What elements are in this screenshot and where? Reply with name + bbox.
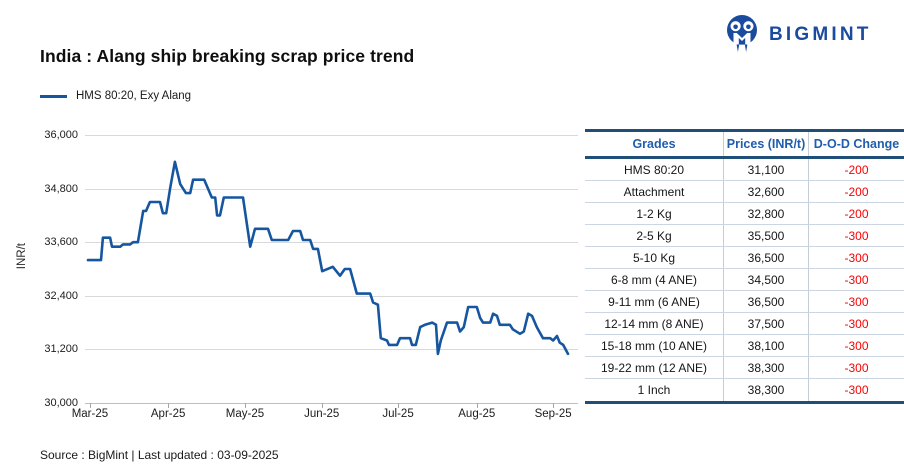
grade-cell: 1 Inch — [637, 383, 671, 397]
table-row: 15-18 mm (10 ANE) 38,100 -300 — [585, 335, 904, 357]
x-tick-mark — [476, 403, 478, 408]
change-cell: -300 — [808, 225, 904, 246]
change-cell: -300 — [808, 247, 904, 268]
grade-cell: 1-2 Kg — [636, 206, 672, 221]
grade-cell: 19-22 mm (12 ANE) — [600, 360, 708, 375]
change-cell: -300 — [808, 269, 904, 290]
table-row: 12-14 mm (8 ANE) 37,500 -300 — [585, 313, 904, 335]
y-tick-label: 30,000 — [44, 397, 78, 409]
price-cell: 38,300 — [723, 379, 808, 401]
chart-legend: HMS 80:20, Exy Alang — [40, 90, 191, 102]
x-tick-mark — [244, 403, 246, 408]
change-cell: -200 — [808, 181, 904, 202]
price-cell: 32,600 — [723, 181, 808, 202]
price-cell: 35,500 — [723, 225, 808, 246]
y-tick-label: 34,800 — [44, 182, 78, 195]
x-tick-label: Aug-25 — [458, 408, 496, 420]
table-row: Attachment 32,600 -200 — [585, 181, 904, 203]
price-cell: 31,100 — [723, 159, 808, 180]
price-trend-line — [86, 160, 570, 356]
price-cell: 38,100 — [723, 335, 808, 356]
change-cell: -300 — [808, 379, 904, 401]
legend-line-swatch — [40, 94, 67, 98]
table-header-row: Grades Prices (INR/t) D-O-D Change — [585, 132, 904, 159]
table-row: 19-22 mm (12 ANE) 38,300 -300 — [585, 357, 904, 379]
grade-cell: 9-11 mm (6 ANE) — [608, 294, 700, 309]
x-tick-label: May-25 — [225, 408, 265, 420]
table-body: HMS 80:20 31,100 -200 Attachment 32,600 -200 1… — [585, 159, 904, 401]
table-row: HMS 80:20 31,100 -200 — [585, 159, 904, 181]
grade-cell: 5-10 Kg — [632, 250, 676, 265]
price-cell: 34,500 — [723, 269, 808, 290]
price-cell: 32,800 — [723, 203, 808, 224]
change-cell: -300 — [808, 357, 904, 378]
table-row: 2-5 Kg 35,500 -300 — [585, 225, 904, 247]
y-tick-label: 32,400 — [44, 289, 78, 302]
logo-wordmark: BIGMINT — [769, 24, 872, 45]
gridline — [85, 135, 578, 136]
y-tick-label: 33,600 — [44, 236, 78, 249]
grade-cell: 15-18 mm (10 ANE) — [600, 338, 708, 353]
price-cell: 36,500 — [723, 291, 808, 312]
grade-cell: Attachment — [623, 184, 685, 199]
price-cell: 38,300 — [723, 357, 808, 378]
legend-series-label: HMS 80:20, Exy Alang — [76, 90, 192, 102]
x-tick-mark — [168, 403, 170, 408]
grade-cell: 12-14 mm (8 ANE) — [604, 316, 704, 331]
table-row: 5-10 Kg 36,500 -300 — [585, 247, 904, 269]
x-tick-mark — [553, 403, 555, 408]
bigmint-logo: BIGMINT — [724, 14, 872, 56]
grade-cell: 6-8 mm (4 ANE) — [610, 272, 697, 287]
price-cell: 36,500 — [723, 247, 808, 268]
table-row: 6-8 mm (4 ANE) 34,500 -300 — [585, 269, 904, 291]
x-tick-label: Sep-25 — [534, 408, 572, 420]
change-cell: -300 — [808, 291, 904, 312]
grade-cell: 2-5 Kg — [636, 228, 672, 243]
gridline — [85, 349, 578, 351]
price-cell: 37,500 — [723, 313, 808, 334]
column-header-grades: Grades — [632, 137, 676, 151]
grade-price-table: Grades Prices (INR/t) D-O-D Change HMS 8… — [585, 129, 904, 404]
y-tick-label: 36,000 — [44, 129, 78, 141]
x-tick-label: Apr-25 — [150, 408, 186, 420]
source-footer: Source : BigMint | Last updated : 03-09-… — [40, 448, 279, 462]
x-tick-mark — [398, 403, 400, 408]
gridline — [85, 188, 578, 190]
change-cell: -300 — [808, 313, 904, 334]
table-row: 1-2 Kg 32,800 -200 — [585, 203, 904, 225]
column-header-change: D-O-D Change — [808, 132, 904, 156]
x-tick-label: Jul-25 — [382, 408, 414, 420]
gridline — [85, 295, 578, 297]
table-row: 9-11 mm (6 ANE) 36,500 -300 — [585, 291, 904, 313]
change-cell: -300 — [808, 335, 904, 356]
change-cell: -200 — [808, 203, 904, 224]
y-tick-label: 31,200 — [44, 343, 78, 356]
x-tick-mark — [89, 403, 91, 408]
bigmint-owl-icon — [727, 15, 757, 52]
trend-line-plot — [86, 160, 570, 356]
change-cell: -200 — [808, 159, 904, 180]
gridline — [85, 403, 578, 404]
grade-cell: HMS 80:20 — [623, 162, 685, 177]
x-tick-label: Mar-25 — [71, 408, 109, 420]
column-header-prices: Prices (INR/t) — [723, 132, 808, 156]
gridline — [85, 242, 578, 244]
page-title: India : Alang ship breaking scrap price … — [40, 46, 415, 66]
x-tick-mark — [321, 403, 323, 408]
x-tick-label: Jun-25 — [304, 408, 340, 420]
table-row: 1 Inch 38,300 -300 — [585, 379, 904, 401]
